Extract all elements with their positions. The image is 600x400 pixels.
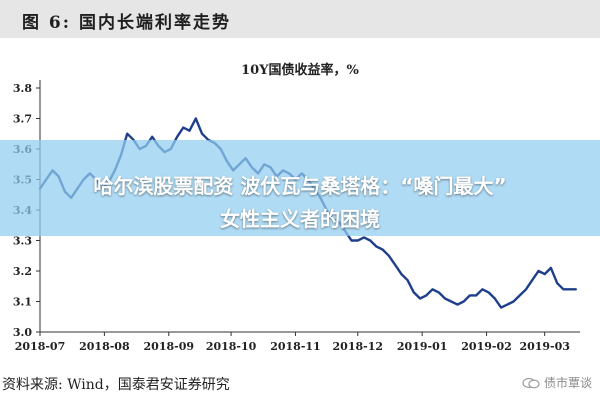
chart-title: 10Y国债收益率，% xyxy=(241,62,359,78)
watermark-text: 债市覃谈 xyxy=(543,376,592,390)
source-note: 资料来源: Wind，国泰君安证券研究 xyxy=(2,377,230,393)
headline-line-2[interactable]: 女性主义者的困境 xyxy=(220,207,380,231)
y-tick-label: 3.1 xyxy=(13,296,32,309)
figure-header: 图 6: 国内长端利率走势 xyxy=(0,0,600,38)
x-tick-label: 2019-03 xyxy=(519,340,570,353)
headline-line-1[interactable]: 哈尔滨股票配资 波伏瓦与桑塔格：“嗓门最大” xyxy=(93,174,507,198)
y-tick-label: 3.7 xyxy=(13,113,32,126)
y-tick-label: 3.2 xyxy=(13,265,32,278)
y-tick-label: 3.8 xyxy=(13,82,32,95)
y-tick-label: 3.0 xyxy=(13,326,32,339)
x-tick-label: 2019-01 xyxy=(397,340,448,353)
x-tick-label: 2019-02 xyxy=(461,340,512,353)
figure-title-text: 国内长端利率走势 xyxy=(78,13,231,33)
headline-overlay xyxy=(0,140,600,236)
x-tick-label: 2018-11 xyxy=(270,340,321,353)
wechat-icon xyxy=(522,377,540,389)
figure-footer: 资料来源: Wind，国泰君安证券研究 债市覃谈 xyxy=(0,370,600,400)
x-tick-label: 2018-08 xyxy=(79,340,130,353)
x-tick-label: 2018-07 xyxy=(15,340,66,353)
y-tick-label: 3.3 xyxy=(13,235,32,248)
figure-title: 图 6: 国内长端利率走势 xyxy=(22,8,231,33)
x-tick-label: 2018-12 xyxy=(333,340,384,353)
watermark: 债市覃谈 xyxy=(522,374,592,391)
figure-label: 图 6: xyxy=(22,13,72,33)
x-tick-label: 2018-10 xyxy=(206,340,257,353)
x-tick-label: 2018-09 xyxy=(144,340,195,353)
